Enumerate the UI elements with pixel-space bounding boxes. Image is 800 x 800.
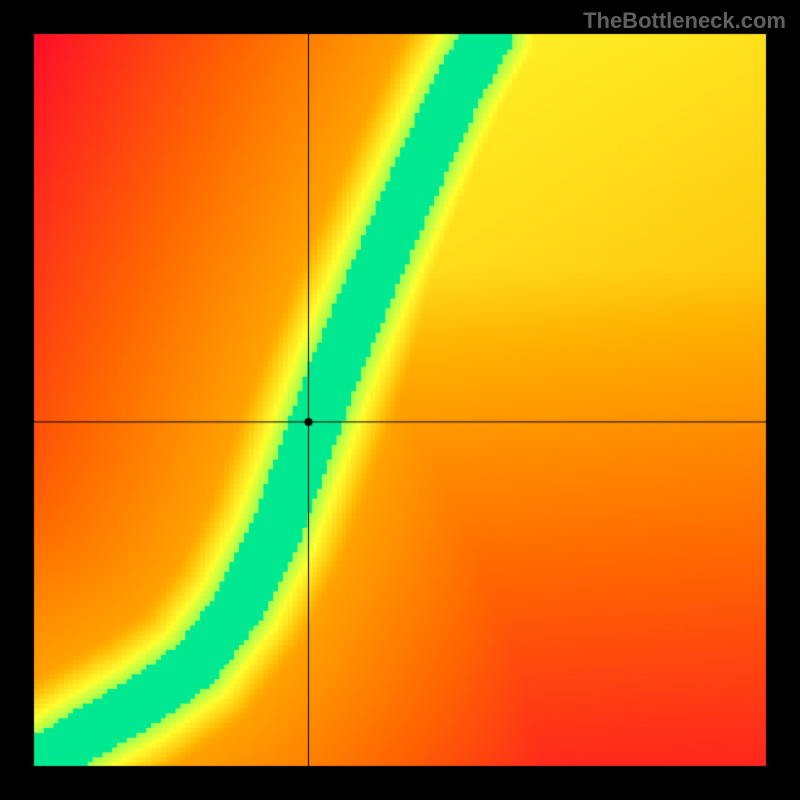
watermark-text: TheBottleneck.com bbox=[583, 8, 786, 34]
heatmap-canvas bbox=[0, 0, 800, 800]
chart-container: TheBottleneck.com bbox=[0, 0, 800, 800]
